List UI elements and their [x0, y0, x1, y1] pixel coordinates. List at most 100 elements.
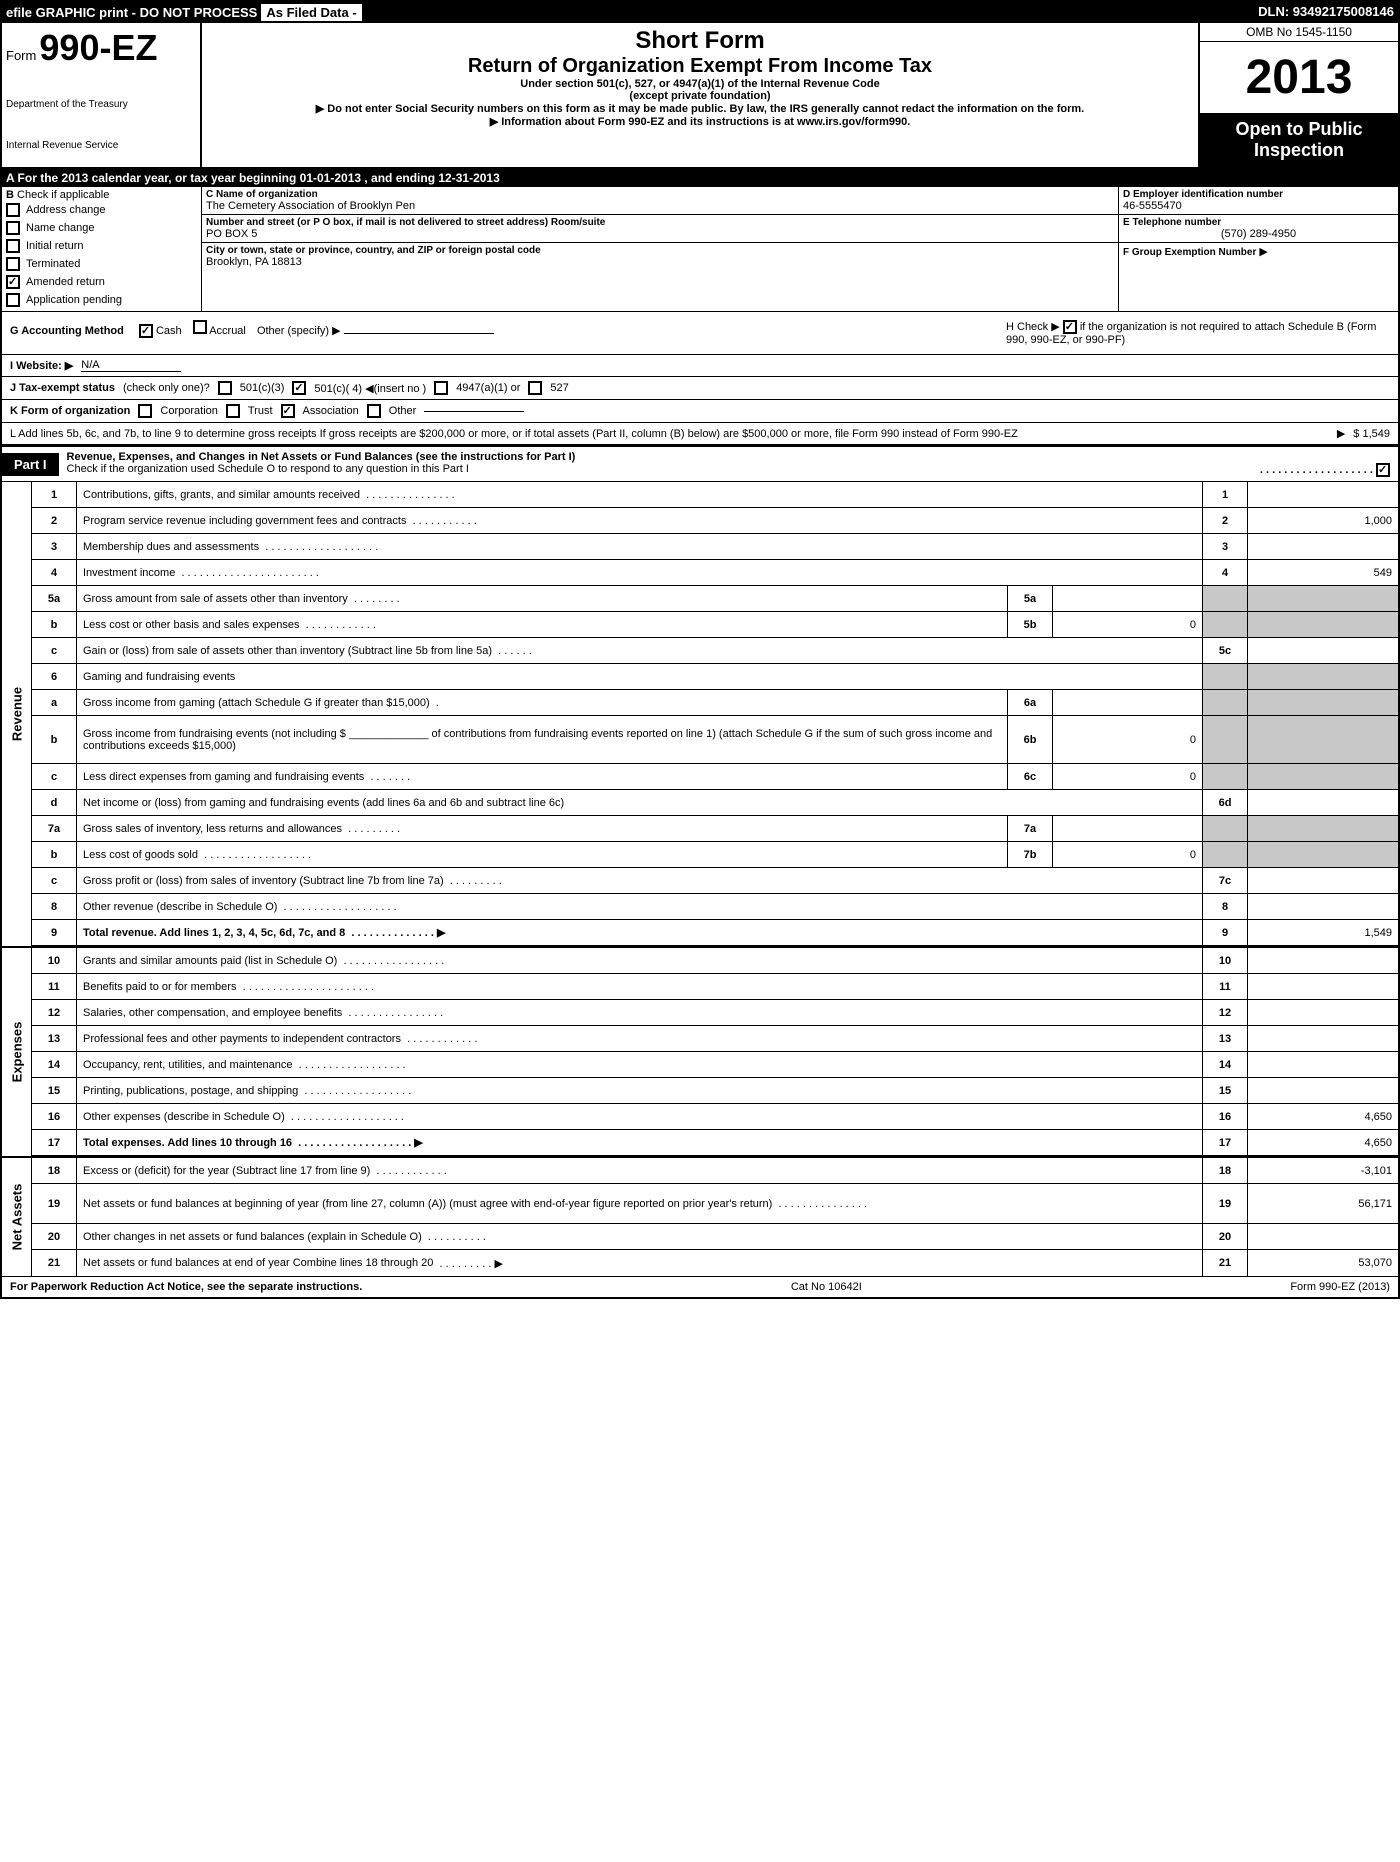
line-3-num: 3	[32, 534, 77, 559]
line-7a-desc: Gross sales of inventory, less returns a…	[83, 823, 342, 835]
line-l-text: L Add lines 5b, 6c, and 7b, to line 9 to…	[10, 428, 1329, 440]
line-12-desc: Salaries, other compensation, and employ…	[83, 1007, 342, 1019]
label-association: Association	[303, 405, 359, 417]
checkbox-corporation[interactable]	[138, 404, 152, 418]
line-7a-num: 7a	[32, 816, 77, 841]
form-990ez: efile GRAPHIC print - DO NOT PROCESS As …	[0, 0, 1400, 1299]
line-6b-sn: 6b	[1008, 716, 1053, 763]
line-g-label: G Accounting Method	[10, 325, 124, 337]
checkbox-527[interactable]	[528, 381, 542, 395]
ein: 46-5555470	[1123, 200, 1394, 212]
tax-year: 2013	[1200, 42, 1398, 113]
label-terminated: Terminated	[26, 258, 80, 270]
line-8-num: 8	[32, 894, 77, 919]
label-trust: Trust	[248, 405, 273, 417]
checkbox-trust[interactable]	[226, 404, 240, 418]
website-value: N/A	[81, 359, 181, 372]
line-5b-desc: Less cost or other basis and sales expen…	[83, 619, 299, 631]
line-7c-val	[1248, 868, 1398, 893]
irs: Internal Revenue Service	[6, 140, 196, 151]
line-7b-sv: 0	[1053, 842, 1203, 867]
label-initial-return: Initial return	[26, 240, 83, 252]
line-5c-num: c	[32, 638, 77, 663]
line-16-rn: 16	[1203, 1104, 1248, 1129]
line-18-rn: 18	[1203, 1158, 1248, 1183]
section-a-tax-year: A For the 2013 calendar year, or tax yea…	[2, 169, 1398, 187]
checkbox-name-change[interactable]	[6, 221, 20, 235]
org-name: The Cemetery Association of Brooklyn Pen	[206, 200, 1114, 212]
checkbox-other-org[interactable]	[367, 404, 381, 418]
checkbox-501c3[interactable]	[218, 381, 232, 395]
telephone: (570) 289-4950	[1123, 228, 1394, 240]
checkbox-accrual[interactable]	[193, 320, 207, 334]
subtitle-2: (except private foundation)	[210, 90, 1190, 102]
checkbox-schedule-o-used[interactable]	[1376, 463, 1390, 477]
line-21-num: 21	[32, 1250, 77, 1276]
line-6a-desc: Gross income from gaming (attach Schedul…	[83, 697, 430, 709]
line-10-desc: Grants and similar amounts paid (list in…	[83, 955, 337, 967]
checkbox-association[interactable]	[281, 404, 295, 418]
line-21-desc: Net assets or fund balances at end of ye…	[83, 1257, 433, 1269]
revenue-section: Revenue 1Contributions, gifts, grants, a…	[2, 482, 1398, 946]
line-13-num: 13	[32, 1026, 77, 1051]
line-4-val: 549	[1248, 560, 1398, 585]
line-19-desc: Net assets or fund balances at beginning…	[83, 1198, 772, 1210]
org-info-grid: B Check if applicable Address change Nam…	[2, 187, 1398, 312]
line-7c-num: c	[32, 868, 77, 893]
checkbox-amended-return[interactable]	[6, 275, 20, 289]
line-5c-desc: Gain or (loss) from sale of assets other…	[83, 645, 492, 657]
line-h-check: H Check ▶	[1006, 321, 1060, 333]
line-1-desc: Contributions, gifts, grants, and simila…	[83, 489, 360, 501]
form-header: Form 990-EZ Department of the Treasury I…	[2, 23, 1398, 169]
line-6b-num: b	[32, 716, 77, 763]
line-6d-rn: 6d	[1203, 790, 1248, 815]
label-name-change: Name change	[26, 222, 95, 234]
line-6-desc: Gaming and fundraising events	[77, 664, 1203, 689]
line-19-num: 19	[32, 1184, 77, 1223]
form-version: Form 990-EZ (2013)	[1290, 1281, 1390, 1293]
group-exemption-arrow: ▶	[1259, 246, 1267, 258]
line-6d-num: d	[32, 790, 77, 815]
checkbox-address-change[interactable]	[6, 203, 20, 217]
label-application-pending: Application pending	[26, 294, 122, 306]
line-18-val: -3,101	[1248, 1158, 1398, 1183]
checkbox-cash[interactable]	[139, 324, 153, 338]
line-16-num: 16	[32, 1104, 77, 1129]
label-other-org: Other	[389, 405, 417, 417]
line-18-desc: Excess or (deficit) for the year (Subtra…	[83, 1165, 370, 1177]
checkbox-initial-return[interactable]	[6, 239, 20, 253]
line-4-rn: 4	[1203, 560, 1248, 585]
treasury-dept: Department of the Treasury	[6, 99, 196, 110]
net-assets-section: Net Assets 18 Excess or (deficit) for the…	[2, 1156, 1398, 1276]
net-assets-label: Net Assets	[9, 1184, 24, 1251]
line-9-val: 1,549	[1248, 920, 1398, 945]
section-e-label: E Telephone number	[1123, 217, 1394, 228]
line-10-num: 10	[32, 948, 77, 973]
as-filed-box: As Filed Data -	[261, 4, 361, 21]
checkbox-4947[interactable]	[434, 381, 448, 395]
line-9-rn: 9	[1203, 920, 1248, 945]
label-501c3: 501(c)(3)	[240, 382, 285, 394]
paperwork-notice: For Paperwork Reduction Act Notice, see …	[10, 1281, 362, 1293]
info-link[interactable]: ▶ Information about Form 990-EZ and its …	[210, 115, 1190, 128]
checkbox-terminated[interactable]	[6, 257, 20, 271]
line-12-val	[1248, 1000, 1398, 1025]
dln: DLN: 93492175008146	[1258, 4, 1394, 21]
line-2-val: 1,000	[1248, 508, 1398, 533]
line-5c-rn: 5c	[1203, 638, 1248, 663]
line-10-rn: 10	[1203, 948, 1248, 973]
line-4-num: 4	[32, 560, 77, 585]
checkbox-application-pending[interactable]	[6, 293, 20, 307]
checkbox-schedule-b-not-required[interactable]	[1063, 320, 1077, 334]
label-4947: 4947(a)(1) or	[456, 382, 520, 394]
line-7b-num: b	[32, 842, 77, 867]
line-20-desc: Other changes in net assets or fund bala…	[83, 1231, 422, 1243]
expenses-label: Expenses	[9, 1022, 24, 1083]
section-b-label: B	[6, 189, 14, 201]
line-17-val: 4,650	[1248, 1130, 1398, 1155]
line-15-desc: Printing, publications, postage, and shi…	[83, 1085, 298, 1097]
checkbox-501c[interactable]	[292, 381, 306, 395]
line-1-num: 1	[32, 482, 77, 507]
city-state-zip: Brooklyn, PA 18813	[206, 256, 1114, 268]
label-amended-return: Amended return	[26, 276, 105, 288]
